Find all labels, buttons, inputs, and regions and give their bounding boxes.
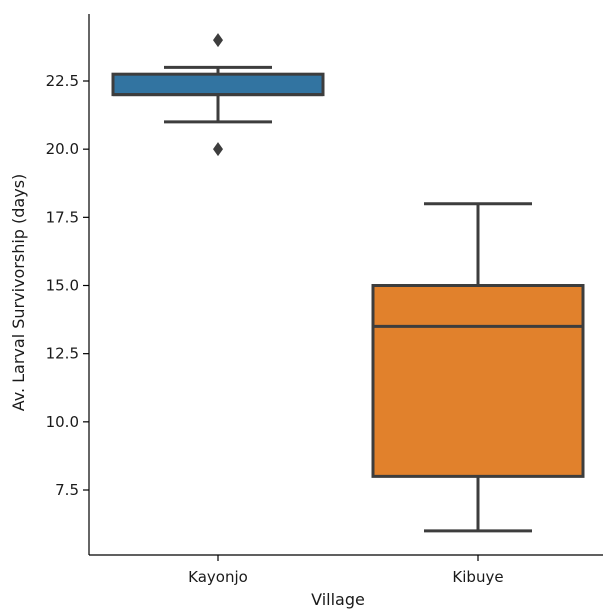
y-tick-label: 15.0 (46, 277, 79, 295)
box-kayonjo (111, 33, 325, 157)
y-tick-label: 20.0 (46, 140, 79, 158)
box-body (111, 72, 325, 97)
x-axis-ticks: Kayonjo Kibuye (188, 555, 504, 586)
box-kibuye (371, 202, 585, 533)
y-axis-ticks: 7.5 10.0 12.5 15.0 17.5 20.0 22.5 (46, 72, 89, 499)
y-tick-label: 22.5 (46, 72, 79, 90)
x-tick-label: Kayonjo (188, 568, 248, 586)
outlier-point (213, 142, 223, 157)
y-tick-label: 17.5 (46, 208, 79, 226)
outlier-point (213, 33, 223, 48)
x-tick-label: Kibuye (452, 568, 503, 586)
y-tick-label: 12.5 (46, 345, 79, 363)
y-tick-label: 7.5 (55, 481, 79, 499)
y-tick-label: 10.0 (46, 413, 79, 431)
x-axis-label: Village (311, 590, 365, 609)
plot-area (111, 33, 585, 533)
y-axis-label: Av. Larval Survivorship (days) (9, 174, 28, 412)
box-body (371, 284, 585, 478)
